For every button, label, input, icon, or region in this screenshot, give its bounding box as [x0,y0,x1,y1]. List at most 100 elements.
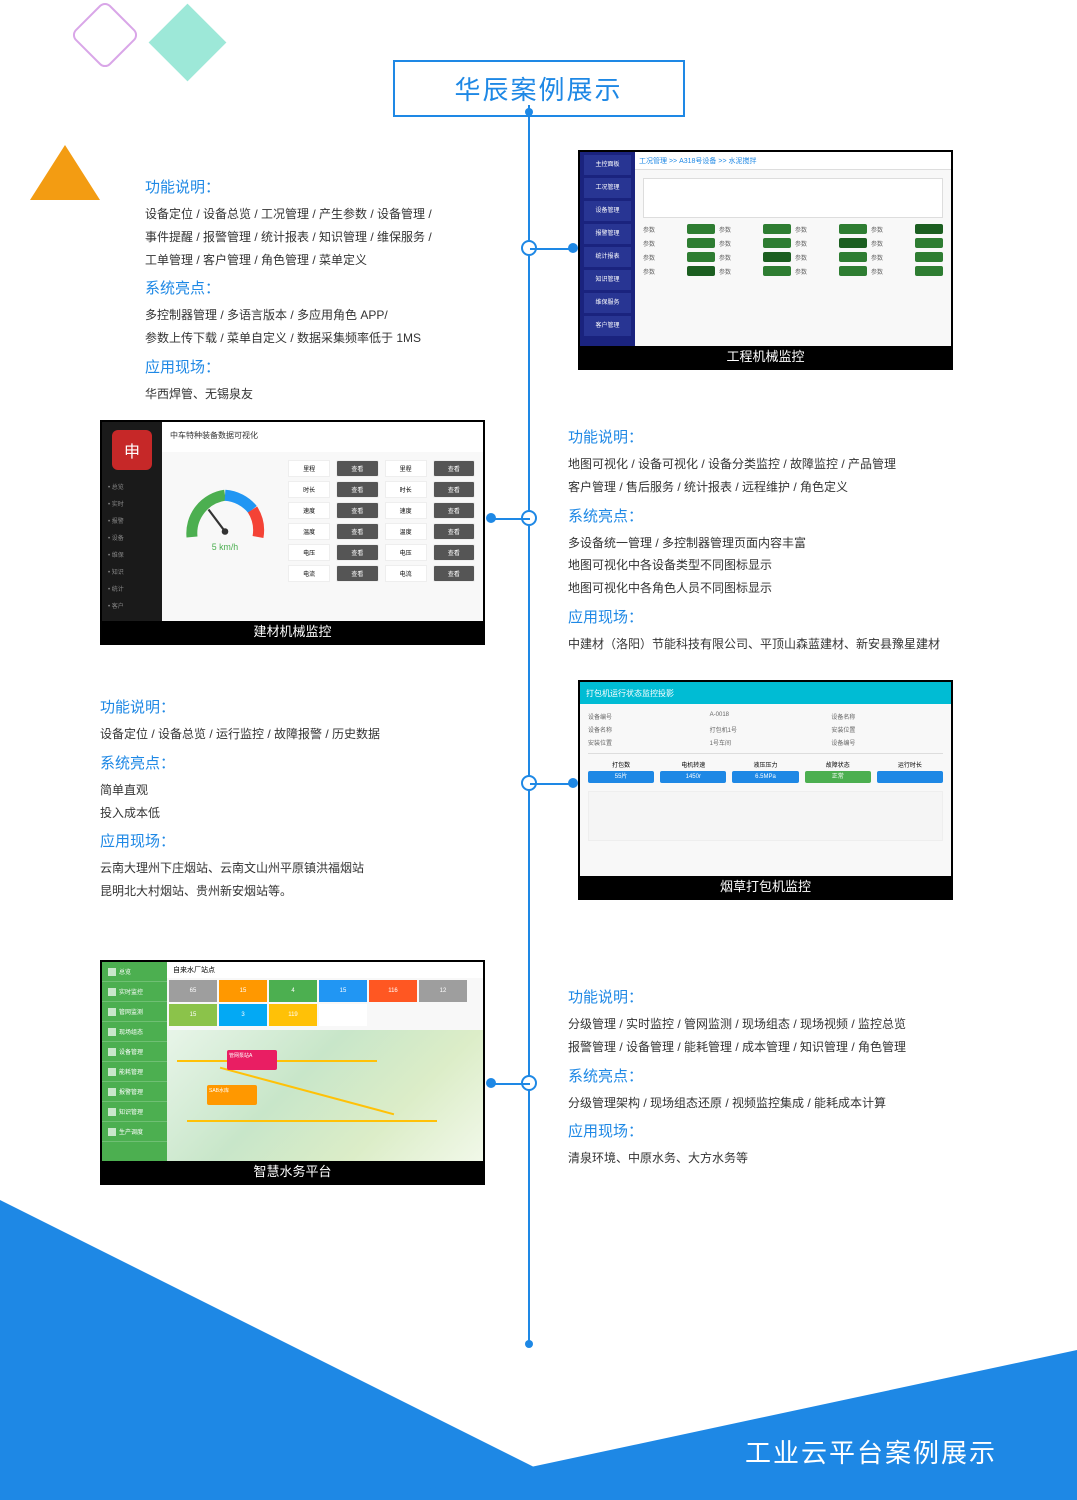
c4-s0-title: 功能说明： [568,986,1068,1007]
ss4-tile: 116 [369,980,417,1002]
c4-s1-title: 系统亮点： [568,1065,1068,1086]
c2-s2-text: 中建材（洛阳）节能科技有限公司、平顶山森蓝建材、新安县豫星建材 [568,633,1068,656]
ss2-menu-item: • 维保 [102,546,162,563]
svg-text:5 km/h: 5 km/h [212,542,239,552]
ss3-body: 设备编号A-0018设备名称设备名称打包机1号安装位置安装位置1号车间设备编号 … [580,704,951,849]
ss1-menu-item: 报警管理 [584,224,631,244]
case-4-text: 功能说明： 分级管理 / 实时监控 / 管网监测 / 现场组态 / 现场视频 /… [568,980,1068,1170]
ss1-body: 参数参数参数参数参数参数参数参数参数参数参数参数参数参数参数参数 [635,170,951,346]
ss1-header: 工况管理 >> A318号设备 >> 水泥搅拌 [635,152,951,170]
ss1-label: 工程机械监控 [580,346,951,368]
c4-s1-text: 分级管理架构 / 现场组态还原 / 视频监控集成 / 能耗成本计算 [568,1092,1068,1115]
ss2-menu-item: • 统计 [102,580,162,597]
ss4-sidebar: 总览实时监控管网监测现场组态设备管理能耗管理报警管理知识管理生产调度 [102,962,167,1161]
ss4-marker-0: 管网泵站A [227,1050,277,1070]
decor-triangle [30,145,100,200]
ss4-menu-item: 实时监控 [102,982,167,1002]
ss2-menu-item: • 报警 [102,512,162,529]
ss3-header: 打包机运行状态监控投影 [580,682,951,704]
decor-outline [70,0,141,70]
ss4-tile: 3 [219,1004,267,1026]
case-3-text: 功能说明： 设备定位 / 设备总览 / 运行监控 / 故障报警 / 历史数据 系… [100,690,520,903]
screenshot-tobacco: 打包机运行状态监控投影 设备编号A-0018设备名称设备名称打包机1号安装位置安… [578,680,953,900]
c1-s2-text: 华西焊管、无锡泉友 [145,383,565,406]
ss4-menu-item: 能耗管理 [102,1062,167,1082]
ss4-label: 智慧水务平台 [102,1161,483,1183]
branch-dot-3 [568,778,578,788]
ss4-menu-item: 报警管理 [102,1082,167,1102]
footer-title: 工业云平台案例展示 [745,1433,997,1470]
ss1-menu-item: 客户管理 [584,316,631,336]
ss1-menu-item: 主控面板 [584,155,631,175]
c3-s2-text: 云南大理州下庄烟站、云南文山州平原镇洪福烟站 昆明北大村烟站、贵州新安烟站等。 [100,857,520,903]
branch-2 [493,518,530,520]
c1-s0-title: 功能说明： [145,176,565,197]
branch-dot-4 [486,1078,496,1088]
c2-s1-title: 系统亮点： [568,505,1068,526]
c3-s0-text: 设备定位 / 设备总览 / 运行监控 / 故障报警 / 历史数据 [100,723,520,746]
decor-diamond [149,4,227,82]
c3-s1-title: 系统亮点： [100,752,520,773]
ss4-tile: 15 [169,1004,217,1026]
branch-3 [530,783,570,785]
ss2-menu-item: • 客户 [102,597,162,614]
ss1-sidebar: 主控面板工况管理设备管理报警管理统计报表知识管理维保服务客户管理 [580,152,635,346]
ss4-menu-item: 现场组态 [102,1022,167,1042]
ss4-tile: 15 [219,980,267,1002]
screenshot-building: 申 • 总览• 实时• 报警• 设备• 维保• 知识• 统计• 客户 中车特种装… [100,420,485,645]
c2-s0-text: 地图可视化 / 设备可视化 / 设备分类监控 / 故障监控 / 产品管理 客户管… [568,453,1068,499]
page-title: 华辰案例展示 [454,75,622,105]
ss4-header: 自来水厂站点 [167,962,483,978]
branch-4 [493,1083,530,1085]
c1-s1-title: 系统亮点： [145,277,565,298]
screenshot-water: 总览实时监控管网监测现场组态设备管理能耗管理报警管理知识管理生产调度 自来水厂站… [100,960,485,1185]
ss1-menu-item: 知识管理 [584,270,631,290]
case-2-text: 功能说明： 地图可视化 / 设备可视化 / 设备分类监控 / 故障监控 / 产品… [568,420,1068,656]
ss4-menu-item: 生产调度 [102,1122,167,1142]
c1-s0-text: 设备定位 / 设备总览 / 工况管理 / 产生参数 / 设备管理 / 事件提醒 … [145,203,565,271]
ss3-label: 烟草打包机监控 [580,876,951,898]
ss1-menu-item: 统计报表 [584,247,631,267]
c3-s2-title: 应用现场： [100,830,520,851]
ss4-tile: 4 [269,980,317,1002]
ss1-menu-item: 设备管理 [584,201,631,221]
c2-s1-text: 多设备统一管理 / 多控制器管理页面内容丰富 地图可视化中各设备类型不同图标显示… [568,532,1068,600]
ss2-sidebar: 申 • 总览• 实时• 报警• 设备• 维保• 知识• 统计• 客户 [102,422,162,621]
page-title-box: 华辰案例展示 [392,60,684,117]
decor-footer-right [377,1350,1077,1500]
ss4-menu-item: 设备管理 [102,1042,167,1062]
ss4-tile: 65 [169,980,217,1002]
c4-s2-title: 应用现场： [568,1120,1068,1141]
ss2-body: 5 km/h 里程查看里程查看时长查看时长查看速度查看速度查看温度查看温度查看电… [162,452,483,621]
ss4-map: 管网泵站A SAB水库 [167,1030,483,1161]
ss2-menu-item: • 设备 [102,529,162,546]
c3-s1-text: 简单直观 投入成本低 [100,779,520,825]
ss4-tile [319,1004,367,1026]
ss4-marker-1: SAB水库 [207,1085,257,1105]
timeline-end-dot [525,1340,533,1348]
screenshot-engineering: 主控面板工况管理设备管理报警管理统计报表知识管理维保服务客户管理 工况管理 >>… [578,150,953,370]
ss4-tile: 15 [319,980,367,1002]
timeline-start-dot [525,108,533,116]
ss2-label: 建材机械监控 [102,621,483,643]
ss1-menu-item: 维保服务 [584,293,631,313]
c1-s2-title: 应用现场： [145,356,565,377]
ss2-menu-item: • 总览 [102,478,162,495]
ss2-menu-item: • 知识 [102,563,162,580]
c1-s1-text: 多控制器管理 / 多语言版本 / 多应用角色 APP/ 参数上传下载 / 菜单自… [145,304,565,350]
ss2-stats: 里程查看里程查看时长查看时长查看速度查看速度查看温度查看温度查看电压查看电压查看… [288,460,475,613]
branch-dot-2 [486,513,496,523]
c2-s0-title: 功能说明： [568,426,1068,447]
c4-s0-text: 分级管理 / 实时监控 / 管网监测 / 现场组态 / 现场视频 / 监控总览 … [568,1013,1068,1059]
c2-s2-title: 应用现场： [568,606,1068,627]
ss4-tile: 12 [419,980,467,1002]
ss4-menu-item: 管网监测 [102,1002,167,1022]
c4-s2-text: 清泉环境、中原水务、大方水务等 [568,1147,1068,1170]
c3-s0-title: 功能说明： [100,696,520,717]
ss4-menu-item: 总览 [102,962,167,982]
ss4-tiles: 651541511612153119 [167,978,483,1028]
ss4-menu-item: 知识管理 [102,1102,167,1122]
ss1-menu-item: 工况管理 [584,178,631,198]
ss2-header: 中车特种装备数据可视化 [162,422,483,452]
ss4-tile: 119 [269,1004,317,1026]
